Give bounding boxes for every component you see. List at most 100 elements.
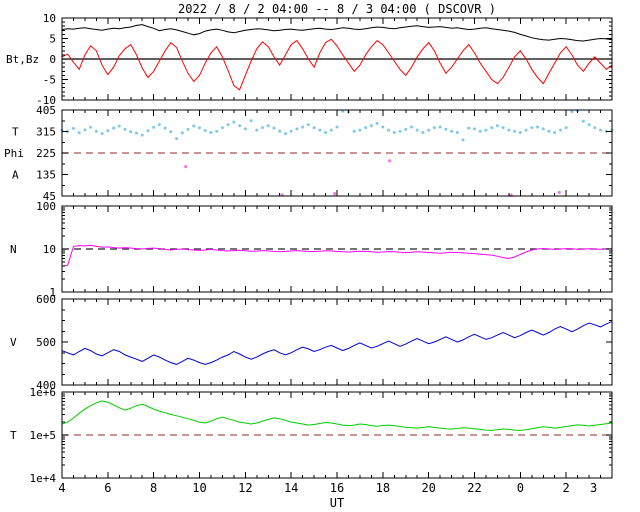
- series-phi-dot: [564, 126, 568, 130]
- series-phi-dot: [478, 129, 482, 133]
- panel-frame-speed: [61, 298, 613, 386]
- series-n-line: [61, 244, 613, 267]
- series-phi-dot: [461, 138, 465, 142]
- x-tick-label: 18: [376, 481, 390, 495]
- flagged-points-dot: [333, 192, 337, 196]
- x-tick-label: 6: [104, 481, 111, 495]
- y-tick-label: 1e+6: [30, 386, 57, 399]
- series-t-line: [61, 400, 613, 431]
- series-phi-dot: [381, 125, 385, 129]
- y-tick-label: 0: [49, 53, 56, 66]
- x-tick-label: 16: [330, 481, 344, 495]
- y-tick-label: 10: [43, 243, 56, 256]
- series-phi-dot: [404, 127, 408, 131]
- series-phi-dot: [599, 128, 603, 132]
- series-phi-dot: [198, 126, 201, 130]
- series-phi-dot: [301, 125, 305, 129]
- series-phi-dot: [169, 130, 173, 134]
- y-tick-label: 500: [36, 336, 56, 349]
- series-phi-dot: [518, 130, 522, 134]
- series-phi-dot: [261, 126, 265, 130]
- series-phi-dot: [312, 126, 316, 130]
- series-v-line: [61, 320, 613, 365]
- series-phi-dot: [593, 126, 597, 130]
- series-phi-dot: [364, 126, 368, 130]
- series-phi-dot: [387, 128, 391, 132]
- series-phi-dot: [444, 127, 448, 131]
- series-phi-dot: [255, 128, 259, 132]
- y-tick-label: -5: [43, 74, 56, 87]
- series-phi-dot: [450, 129, 454, 133]
- x-axis-label: UT: [330, 496, 344, 510]
- series-phi-dot: [369, 124, 373, 128]
- series-phi-dot: [409, 125, 413, 129]
- series-phi-dot: [547, 129, 551, 133]
- panel-ylabel-phi: T: [12, 126, 19, 139]
- x-tick-label: 20: [421, 481, 435, 495]
- x-tick-label: 3: [590, 481, 597, 495]
- series-phi-dot: [152, 125, 156, 129]
- series-phi-dot: [553, 130, 557, 134]
- x-tick-label: 12: [238, 481, 252, 495]
- series-phi-dot: [192, 124, 196, 128]
- series-phi-dot: [106, 129, 110, 133]
- series-phi-dot: [324, 130, 328, 134]
- series-phi-dot: [358, 128, 362, 132]
- series-phi-dot: [215, 129, 219, 133]
- y-tick-label: 400: [36, 379, 56, 392]
- series-bz-line: [61, 38, 613, 91]
- series-phi-dot: [134, 131, 138, 135]
- series-phi-dot: [501, 126, 505, 130]
- series-phi-dot: [278, 129, 282, 133]
- series-phi-dot: [203, 129, 207, 133]
- series-phi-dot: [329, 128, 333, 132]
- y-tick-label: 45: [43, 190, 56, 203]
- flagged-points-dot: [557, 190, 561, 195]
- chart-title: 2022 / 8 / 2 04:00 -- 8 / 3 04:00 ( DSCO…: [178, 2, 496, 16]
- series-phi-dot: [83, 128, 87, 132]
- y-tick-label: -10: [36, 94, 56, 107]
- series-phi-dot: [541, 127, 545, 131]
- series-phi-dot: [146, 129, 150, 133]
- series-phi-dot: [427, 128, 431, 132]
- series-phi-dot: [536, 125, 540, 129]
- series-phi-dot: [438, 125, 442, 129]
- x-tick-label: 0: [517, 481, 524, 495]
- y-tick-label: 315: [36, 126, 56, 139]
- series-phi-dot: [524, 128, 528, 132]
- panel-ylabel-temp: T: [10, 429, 17, 442]
- y-tick-label: 1e+4: [30, 472, 57, 485]
- y-tick-label: 135: [36, 169, 56, 182]
- series-phi-dot: [415, 128, 419, 132]
- y-tick-label: 10: [43, 12, 56, 25]
- series-phi-dot: [123, 127, 127, 131]
- x-tick-label: 4: [58, 481, 65, 495]
- series-phi-dot: [209, 130, 213, 134]
- y-tick-label: 225: [36, 147, 56, 160]
- series-phi-dot: [89, 125, 93, 129]
- series-phi-dot: [163, 126, 167, 130]
- series-phi-dot: [495, 124, 499, 128]
- series-phi-dot: [180, 131, 184, 135]
- y-tick-label: 600: [36, 293, 56, 306]
- series-phi-dot: [467, 126, 471, 130]
- series-phi-dot: [232, 120, 236, 124]
- series-phi-dot: [140, 133, 144, 137]
- panel-frame-phi: [61, 109, 613, 197]
- series-phi-dot: [295, 127, 299, 131]
- series-phi-dot: [186, 127, 190, 131]
- series-phi-dot: [306, 123, 310, 127]
- series-phi-dot: [266, 124, 270, 128]
- series-phi-dot: [100, 132, 104, 136]
- series-phi-dot: [175, 137, 179, 141]
- series-phi-dot: [283, 132, 287, 136]
- series-phi-dot: [272, 126, 276, 130]
- series-phi-dot: [587, 123, 591, 127]
- series-phi-dot: [455, 130, 459, 134]
- series-phi-dot: [335, 125, 339, 129]
- x-tick-label: 8: [150, 481, 157, 495]
- flagged-points-dot: [184, 165, 188, 169]
- series-phi-dot: [484, 128, 488, 132]
- series-phi-dot: [352, 129, 356, 133]
